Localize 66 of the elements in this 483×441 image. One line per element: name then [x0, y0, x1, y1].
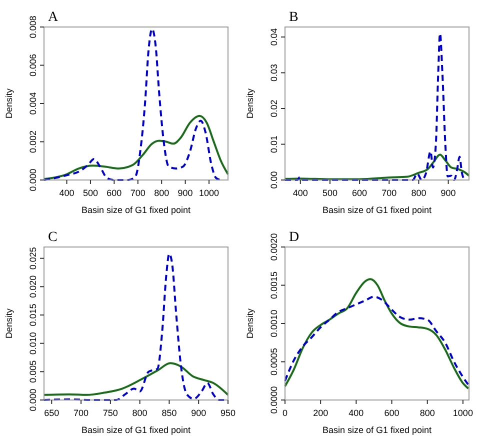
- y-tick-label: 0.000: [28, 388, 38, 412]
- x-tick-label: 600: [352, 188, 368, 198]
- y-tick-label: 0.004: [28, 92, 38, 115]
- y-axis-title: Density: [245, 308, 255, 339]
- x-tick-label: 950: [220, 408, 236, 418]
- x-axis-title: Basin size of G1 fixed point: [81, 205, 192, 215]
- y-tick-label: 0.0020: [269, 233, 279, 261]
- x-tick-label: 800: [154, 188, 170, 198]
- line-series: [284, 32, 466, 181]
- y-tick-label: 0.025: [28, 247, 38, 270]
- x-tick-label: 850: [162, 408, 177, 418]
- x-tick-label: 400: [348, 408, 364, 418]
- y-tick-label: 0.0015: [269, 271, 279, 300]
- y-tick-label: 0.002: [28, 130, 38, 154]
- y-tick-label: 0.01: [269, 135, 279, 154]
- x-tick-label: 500: [322, 188, 338, 198]
- x-tick-label: 400: [292, 188, 308, 198]
- x-tick-label: 900: [191, 408, 206, 418]
- y-tick-label: 0.008: [28, 16, 38, 38]
- x-tick-label: 800: [420, 408, 435, 418]
- x-axis-title: Basin size of G1 fixed point: [81, 425, 192, 435]
- x-tick-label: 750: [102, 408, 118, 418]
- y-tick-label: 0.005: [28, 360, 38, 383]
- y-tick-label: 0.03: [269, 64, 279, 82]
- y-tick-label: 0.006: [28, 54, 38, 77]
- x-tick-label: 700: [130, 188, 146, 198]
- y-tick-label: 0.00: [269, 171, 279, 189]
- chart-title: C: [48, 230, 58, 245]
- y-tick-label: 0.010: [28, 332, 38, 355]
- x-tick-label: 800: [411, 188, 426, 198]
- line-series: [43, 362, 229, 396]
- x-tick-label: 650: [44, 408, 60, 418]
- y-axis-title: Density: [4, 308, 14, 339]
- x-tick-label: 900: [440, 188, 456, 198]
- line-series: [43, 114, 229, 180]
- chart-title: D: [289, 230, 300, 245]
- y-tick-label: 0.0005: [269, 348, 279, 376]
- x-tick-label: 600: [384, 408, 400, 418]
- x-tick-label: 1000: [452, 408, 473, 418]
- x-tick-label: 500: [82, 188, 98, 198]
- x-tick-label: 700: [74, 408, 89, 418]
- y-axis-title: Density: [4, 88, 14, 119]
- line-series: [284, 296, 470, 386]
- line-series: [284, 278, 470, 390]
- x-tick-label: 1000: [199, 188, 220, 198]
- chart-title: B: [289, 10, 298, 25]
- chart-title: A: [48, 10, 59, 25]
- x-tick-label: 600: [106, 188, 122, 198]
- y-tick-label: 0.020: [28, 275, 38, 298]
- x-tick-label: 0: [282, 408, 288, 418]
- line-series: [43, 28, 222, 181]
- x-axis-title: Basin size of G1 fixed point: [322, 205, 432, 215]
- y-tick-label: 0.0010: [269, 310, 279, 338]
- x-tick-label: 400: [59, 188, 74, 198]
- line-series: [284, 154, 470, 180]
- x-tick-label: 200: [313, 408, 328, 418]
- y-axis-title: Density: [245, 88, 255, 119]
- x-axis-title: Basin size of G1 fixed point: [322, 425, 432, 435]
- x-tick-label: 800: [132, 408, 148, 418]
- y-tick-label: 0.04: [269, 28, 279, 46]
- y-tick-label: 0.02: [269, 100, 279, 118]
- y-tick-label: 0.0000: [269, 386, 279, 414]
- y-tick-label: 0.000: [28, 168, 38, 192]
- x-tick-label: 700: [382, 188, 397, 198]
- x-tick-label: 900: [178, 188, 193, 198]
- y-tick-label: 0.015: [28, 304, 38, 326]
